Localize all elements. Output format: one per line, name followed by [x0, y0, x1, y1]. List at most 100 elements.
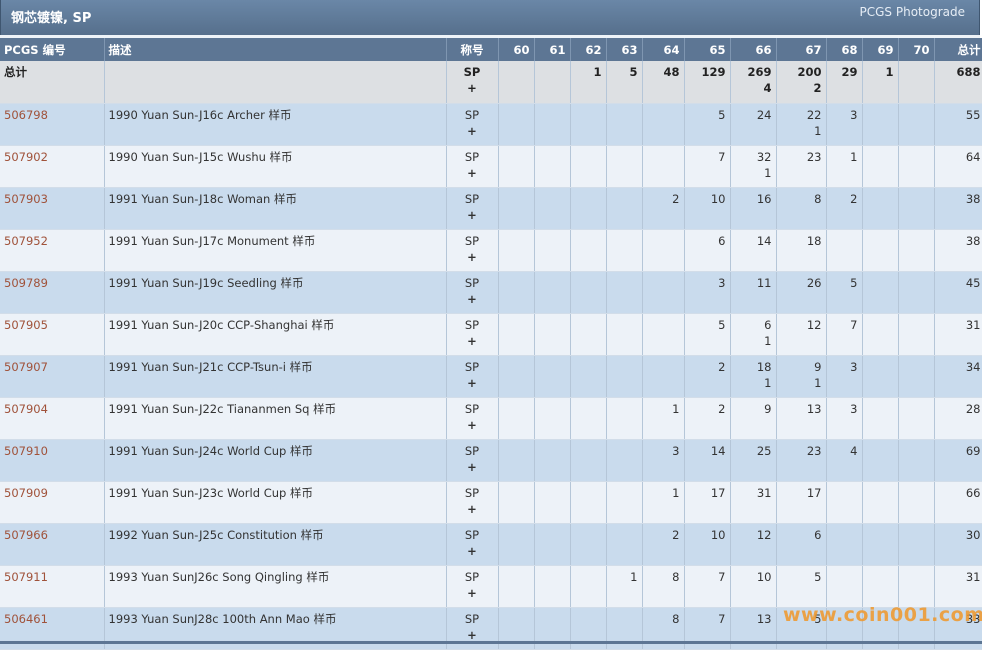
grade-count-cell [862, 355, 899, 398]
pcgs-code-link[interactable]: 506798 [4, 107, 48, 122]
pcgs-code-link[interactable]: 507911 [4, 569, 48, 584]
grade-count: 5 [814, 569, 822, 584]
pcgs-code-link[interactable]: 507966 [4, 527, 48, 542]
row-total-cell: 38 [934, 187, 982, 230]
grade-count: 6 [814, 527, 822, 542]
grade-count-cell [826, 481, 863, 524]
grade-count-cell: 11 [730, 271, 777, 314]
grade-count: 22 [806, 107, 822, 122]
grade-count-cell: 14 [684, 439, 731, 482]
total-label-cell: 总计 [0, 61, 105, 104]
designation-cell: SP + [446, 565, 499, 608]
grade-count: 1 [672, 485, 680, 500]
grade-count: 10 [710, 527, 726, 542]
plus-indicator: + [467, 249, 477, 264]
grade-count: 688 [956, 65, 981, 79]
grade-count-cell [534, 355, 571, 398]
grade-count: 38 [965, 191, 981, 206]
grade-count-cell: 31 [730, 481, 777, 524]
total-row: 总计 SP +1 5 48 129 269 4 200 2 29 1 688 [0, 61, 982, 104]
grade-count: 5 [718, 317, 726, 332]
plus-grade-count: 1 [764, 333, 772, 348]
row-total-cell: 31 [934, 565, 982, 608]
grade-count-cell: 1 [570, 61, 607, 104]
grade-count: 7 [850, 317, 858, 332]
designation-label: SP [464, 191, 480, 206]
grade-count-cell: 5 [776, 565, 827, 608]
grade-count-cell [534, 187, 571, 230]
pcgs-code-link[interactable]: 507904 [4, 401, 48, 416]
pcgs-code-link[interactable]: 507910 [4, 443, 48, 458]
brand-link[interactable]: PCGS Photograde [859, 5, 965, 19]
grade-count-cell: 5 [684, 103, 731, 146]
grade-count-cell: 2 [684, 397, 731, 440]
designation-cell: SP + [446, 271, 499, 314]
grade-count-cell: 200 2 [776, 61, 827, 104]
grade-count-cell: 24 [730, 103, 777, 146]
designation-label: SP [464, 443, 480, 458]
grade-count: 32 [756, 149, 772, 164]
grade-count: 55 [965, 107, 981, 122]
pcgs-code-link[interactable]: 507902 [4, 149, 48, 164]
header-row: PCGS 编号 描述 称号 60 61 62 63 64 65 66 67 68 69 70 总计 [0, 38, 982, 61]
grade-count-cell: 10 [684, 523, 731, 566]
pcgs-code-link[interactable]: 506461 [4, 611, 48, 626]
grade-count-cell [898, 439, 935, 482]
grade-count-cell: 7 [826, 313, 863, 356]
column-header: 66 [730, 38, 777, 61]
grade-count-cell [826, 523, 863, 566]
table-row: 507909 1991 Yuan Sun-J23c World Cup 样币 SP +… [0, 481, 982, 524]
grade-count-cell: 1 [642, 397, 685, 440]
pcgs-code-link[interactable]: 507909 [4, 485, 48, 500]
row-total-cell: 69 [934, 439, 982, 482]
table-row: 507952 1991 Yuan Sun-J17c Monument 样币 SP +6… [0, 229, 982, 272]
grade-count-cell: 4 [826, 439, 863, 482]
pcgs-code-link[interactable]: 507907 [4, 359, 48, 374]
grade-count-cell [570, 103, 607, 146]
description-cell: 1991 Yuan Sun-J17c Monument 样币 [104, 229, 447, 272]
grade-count-cell [498, 481, 535, 524]
grade-count-cell [570, 313, 607, 356]
grade-count-cell [534, 313, 571, 356]
column-header: 69 [862, 38, 899, 61]
designation-label: SP [464, 317, 480, 332]
grade-count-cell: 3 [826, 103, 863, 146]
table-row: 507966 1992 Yuan Sun-J25c Constitution 样币… [0, 523, 982, 566]
designation-cell: SP + [446, 187, 499, 230]
plus-indicator: + [467, 165, 477, 180]
table-row: 506798 1990 Yuan Sun-J16c Archer 样币 SP +5 24… [0, 103, 982, 146]
column-header: 61 [534, 38, 571, 61]
grade-count-cell [498, 271, 535, 314]
grade-count-cell [570, 481, 607, 524]
designation-cell: SP + [446, 313, 499, 356]
grade-count: 29 [841, 65, 858, 79]
grade-count-cell: 8 [776, 187, 827, 230]
grade-count: 18 [756, 359, 772, 374]
grade-count-cell [498, 61, 535, 104]
grade-count: 1 [672, 401, 680, 416]
column-header: 67 [776, 38, 827, 61]
grade-count-cell [898, 523, 935, 566]
pcgs-code-link[interactable]: 507903 [4, 191, 48, 206]
description-cell: 1991 Yuan Sun-J20c CCP-Shanghai 样币 [104, 313, 447, 356]
grade-count-cell: 5 [606, 61, 643, 104]
grade-count-cell [534, 61, 571, 104]
pcgs-code-link[interactable]: 509789 [4, 275, 48, 290]
grade-count: 31 [965, 317, 981, 332]
table-row: 507903 1991 Yuan Sun-J18c Woman 样币 SP +2 10 1… [0, 187, 982, 230]
grade-count-cell [642, 355, 685, 398]
grade-count: 2 [672, 527, 680, 542]
grade-count: 30 [965, 527, 981, 542]
pcgs-code-link[interactable]: 507952 [4, 233, 48, 248]
pcgs-code-cell: 507911 [0, 565, 105, 608]
grade-count-cell: 2 [826, 187, 863, 230]
grade-count-cell [642, 145, 685, 188]
header-gap [0, 35, 980, 38]
pcgs-code-link[interactable]: 507905 [4, 317, 48, 332]
grade-count: 13 [806, 401, 822, 416]
grade-count: 23 [806, 443, 822, 458]
grade-count: 11 [756, 275, 772, 290]
plus-indicator: + [467, 459, 477, 474]
grade-count-cell [498, 103, 535, 146]
grade-count-cell [534, 271, 571, 314]
